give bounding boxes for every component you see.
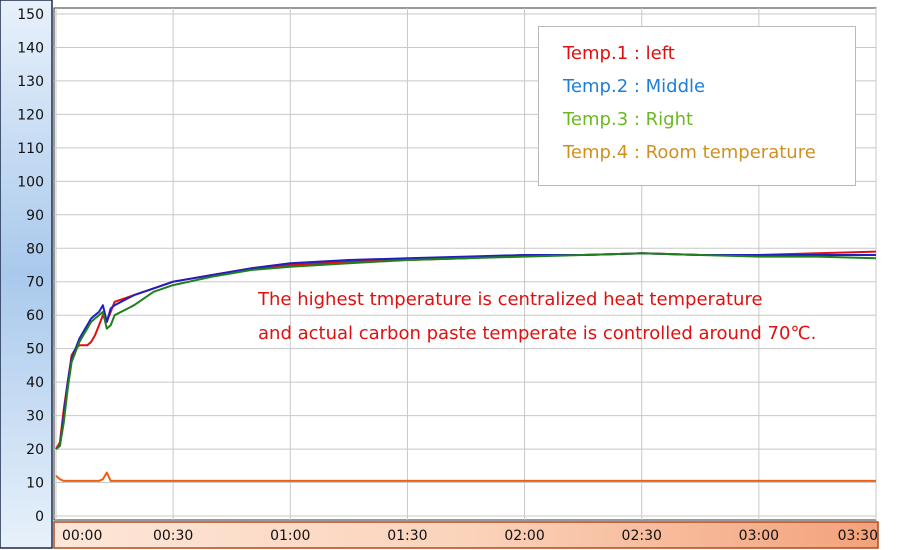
series-line-temp3 [55, 252, 877, 450]
grid [54, 8, 877, 520]
x-tick-label: 02:30 [622, 528, 662, 544]
x-tick-label: 03:30 [838, 528, 878, 544]
y-tick-label: 60 [26, 308, 44, 324]
y-tick-label: 30 [26, 409, 44, 425]
y-tick-label: 100 [17, 174, 44, 190]
annotation-line-2: and actual carbon paste temperate is con… [258, 323, 817, 344]
y-tick-label: 150 [17, 7, 44, 23]
annotation-line-1: The highest tmperature is centralized he… [258, 289, 763, 310]
y-tick-label: 130 [17, 74, 44, 90]
y-tick-label: 40 [26, 375, 44, 391]
y-axis-panel [0, 0, 53, 549]
y-tick-label: 110 [17, 141, 44, 157]
x-axis-panel [53, 521, 879, 549]
x-tick-label: 00:30 [153, 528, 193, 544]
y-tick-label: 70 [26, 275, 44, 291]
y-tick-label: 80 [26, 241, 44, 257]
x-tick-label: 03:00 [739, 528, 779, 544]
legend-entry-temp4: Temp.4 : Room temperature [563, 142, 816, 163]
x-tick-label: 00:00 [62, 528, 102, 544]
legend-entry-temp1: Temp.1 : left [563, 43, 675, 64]
series-line-temp4 [55, 471, 876, 482]
x-tick-labels: 00:00 00:30 01:00 01:30 02:00 02:30 03:00 03:30 [62, 528, 878, 544]
y-tick-label: 120 [17, 107, 44, 123]
x-tick-label: 01:30 [387, 528, 427, 544]
legend: Temp.1 : left Temp.2 : Middle Temp.3 : R… [538, 26, 856, 186]
y-tick-label: 0 [35, 509, 44, 525]
y-tick-label: 20 [26, 442, 44, 458]
y-tick-label: 140 [17, 40, 44, 56]
x-tick-label: 01:00 [270, 528, 310, 544]
y-tick-label: 10 [26, 476, 44, 492]
x-tick-label: 02:00 [504, 528, 544, 544]
y-tick-label: 90 [26, 208, 44, 224]
series-layer [55, 250, 877, 482]
y-tick-label: 50 [26, 342, 44, 358]
legend-entry-temp3: Temp.3 : Right [563, 109, 694, 130]
legend-entry-temp2: Temp.2 : Middle [563, 76, 706, 97]
